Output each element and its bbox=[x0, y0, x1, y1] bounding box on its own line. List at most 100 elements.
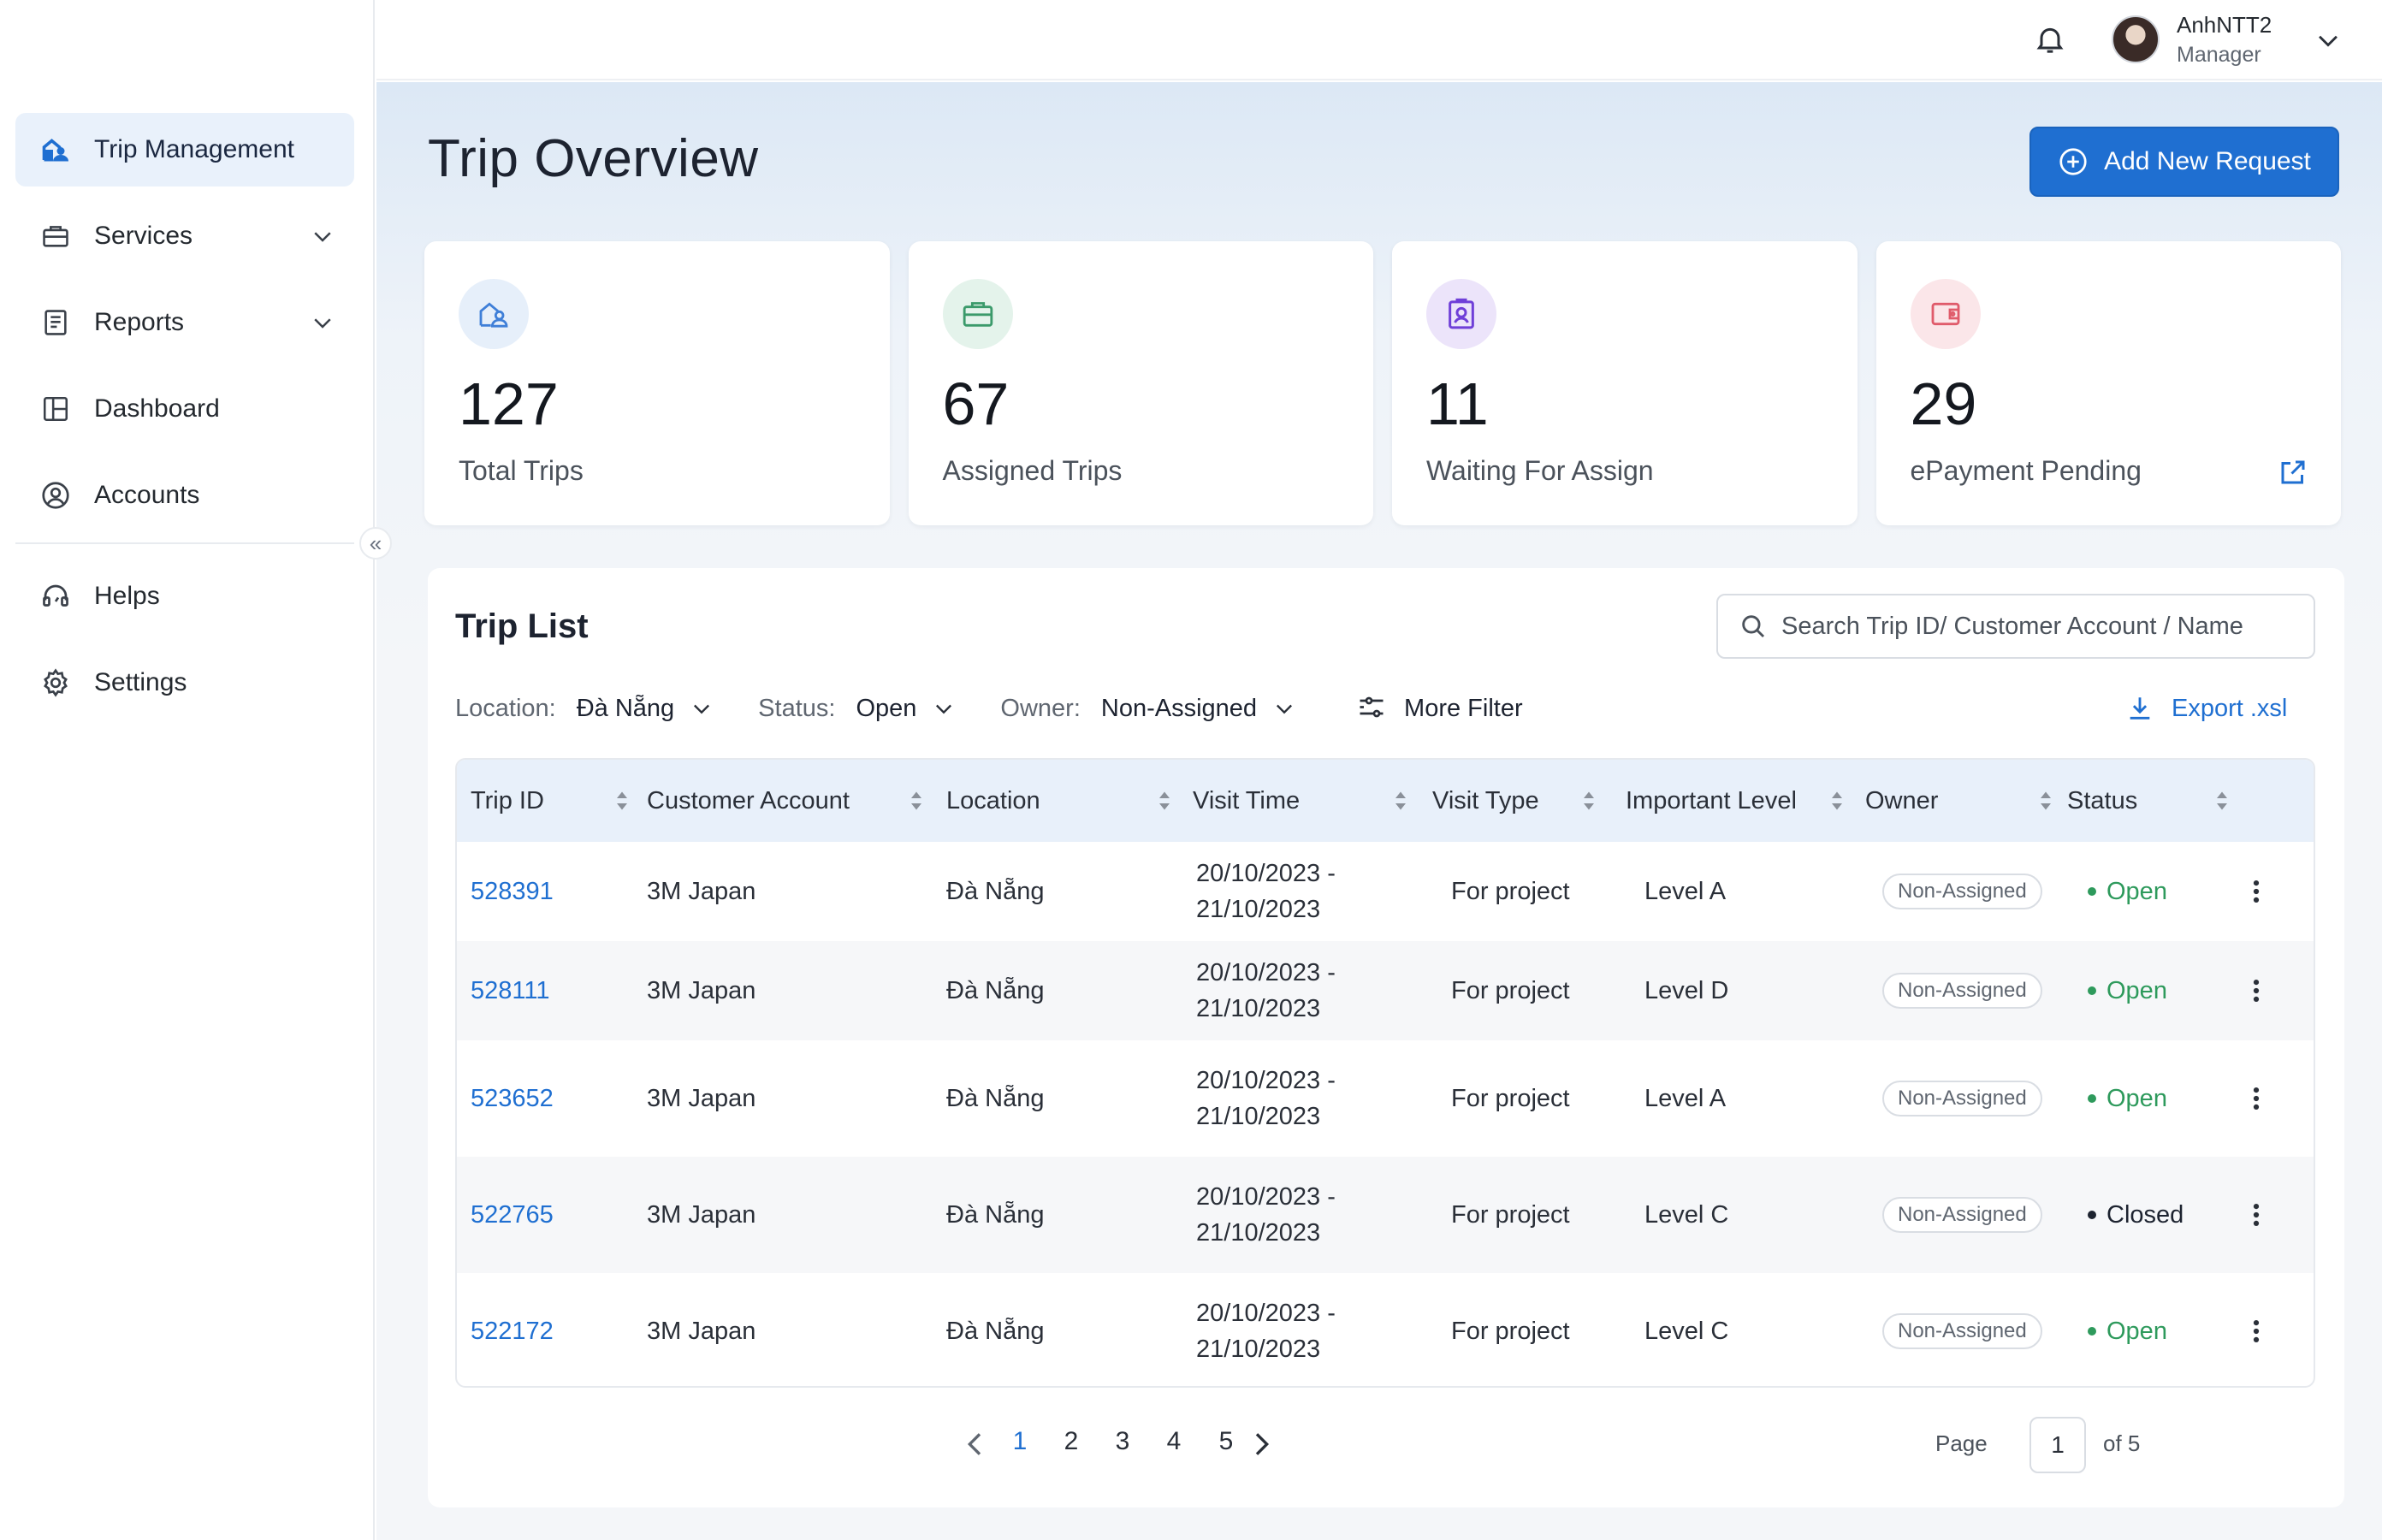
more-vertical-icon[interactable] bbox=[2252, 877, 2261, 906]
more-vertical-icon[interactable] bbox=[2252, 1317, 2261, 1346]
location-cell: Đà Nẵng bbox=[946, 1084, 1045, 1112]
column-header[interactable]: Visit Type bbox=[1432, 786, 1539, 814]
page-button-2[interactable]: 2 bbox=[1064, 1427, 1079, 1455]
page-button-1[interactable]: 1 bbox=[1012, 1427, 1028, 1455]
column-header[interactable]: Trip ID bbox=[471, 786, 544, 814]
visit-time-from: 20/10/2023 - bbox=[1196, 860, 1336, 887]
gear-icon bbox=[39, 666, 72, 699]
sidebar-item-label: Reports bbox=[94, 308, 185, 336]
chevron-down-icon bbox=[694, 704, 710, 714]
avatar[interactable] bbox=[2112, 15, 2160, 63]
visit-time-cell: 20/10/2023 - 21/10/2023 bbox=[1196, 1273, 1336, 1386]
row-actions[interactable] bbox=[2252, 842, 2261, 941]
row-actions[interactable] bbox=[2252, 1040, 2261, 1157]
page-button-3[interactable]: 3 bbox=[1115, 1427, 1130, 1455]
sidebar-item-accounts[interactable]: Accounts bbox=[15, 459, 354, 532]
trip-list-title: Trip List bbox=[455, 607, 589, 645]
search-input[interactable] bbox=[1781, 612, 2295, 641]
sidebar-item-reports[interactable]: Reports bbox=[15, 286, 354, 359]
more-filter-button[interactable]: More Filter bbox=[1356, 693, 1523, 724]
visit-type-cell: For project bbox=[1451, 1084, 1570, 1112]
briefcase-icon bbox=[963, 302, 992, 327]
stat-badge bbox=[1910, 279, 1981, 349]
sidebar-item-trip-management[interactable]: Trip Management bbox=[15, 113, 354, 187]
more-filter-label: More Filter bbox=[1404, 694, 1523, 722]
column-header[interactable]: Owner bbox=[1865, 786, 1939, 814]
chevron-right-icon[interactable] bbox=[1244, 1427, 1278, 1461]
sort-icon[interactable] bbox=[1579, 788, 1598, 814]
bell-icon[interactable] bbox=[2033, 22, 2067, 56]
sort-icon[interactable] bbox=[1391, 788, 1410, 814]
status-badge: Closed bbox=[2088, 1157, 2184, 1273]
stat-card-waiting-for-assign[interactable]: 11 Waiting For Assign bbox=[1392, 241, 1858, 525]
table-row[interactable]: 528391 3M Japan Đà Nẵng 20/10/2023 - 21/10/2… bbox=[457, 842, 2314, 941]
page-button-5[interactable]: 5 bbox=[1218, 1427, 1234, 1455]
visit-type-cell: For project bbox=[1451, 1200, 1570, 1229]
stat-card-epayment-pending[interactable]: 29 ePayment Pending bbox=[1875, 241, 2341, 525]
more-vertical-icon[interactable] bbox=[2252, 976, 2261, 1005]
table-header: Trip ID Customer Account Location Visit Tim… bbox=[457, 760, 2314, 842]
column-header[interactable]: Customer Account bbox=[647, 786, 850, 814]
sort-icon[interactable] bbox=[907, 788, 926, 814]
sort-icon[interactable] bbox=[2213, 788, 2231, 814]
sort-icon[interactable] bbox=[613, 788, 631, 814]
column-header[interactable]: Location bbox=[946, 786, 1040, 814]
page-button-4[interactable]: 4 bbox=[1166, 1427, 1182, 1455]
filter-owner[interactable]: Owner: Non-Assigned bbox=[1000, 695, 1296, 723]
chevron-down-icon bbox=[1277, 704, 1293, 714]
chevron-down-icon[interactable] bbox=[310, 223, 335, 249]
filter-bar: Location: Đà Nẵng Status: Open Owner: No… bbox=[455, 688, 1523, 729]
sidebar-item-dashboard[interactable]: Dashboard bbox=[15, 372, 354, 446]
customer-account-cell: 3M Japan bbox=[647, 976, 756, 1004]
stat-card-assigned-trips[interactable]: 67 Assigned Trips bbox=[908, 241, 1373, 525]
more-vertical-icon[interactable] bbox=[2252, 1084, 2261, 1113]
user-name: AnhNTT2 bbox=[2177, 12, 2272, 38]
owner-cell: Non-Assigned bbox=[1882, 1040, 2042, 1157]
stat-card-total-trips[interactable]: 127 Total Trips bbox=[424, 241, 890, 525]
page-number-input[interactable]: 1 bbox=[2029, 1417, 2086, 1473]
table-row[interactable]: 522765 3M Japan Đà Nẵng 20/10/2023 - 21/10/2… bbox=[457, 1157, 2314, 1273]
trip-id-link[interactable]: 522172 bbox=[471, 1317, 554, 1345]
sidebar-item-helps[interactable]: Helps bbox=[15, 560, 354, 633]
visit-time-to: 21/10/2023 bbox=[1196, 1103, 1321, 1130]
visit-type-cell: For project bbox=[1451, 976, 1570, 1004]
add-new-request-button[interactable]: Add New Request bbox=[2029, 127, 2339, 197]
sidebar-nav: Trip Management Services Reports Dashboa… bbox=[15, 113, 354, 545]
chevron-down-icon[interactable] bbox=[2314, 26, 2343, 55]
export-button[interactable]: Export .xsl bbox=[2125, 688, 2287, 729]
filter-status[interactable]: Status: Open bbox=[758, 695, 956, 723]
table-row[interactable]: 522172 3M Japan Đà Nẵng 20/10/2023 - 21/10/2… bbox=[457, 1273, 2314, 1386]
id-badge-icon bbox=[1449, 298, 1474, 329]
table-row[interactable]: 528111 3M Japan Đà Nẵng 20/10/2023 - 21/10/2… bbox=[457, 941, 2314, 1040]
owner-tag: Non-Assigned bbox=[1882, 973, 2042, 1009]
sidebar-item-services[interactable]: Services bbox=[15, 199, 354, 273]
filter-location[interactable]: Location: Đà Nẵng bbox=[455, 695, 714, 723]
chevron-down-icon[interactable] bbox=[310, 310, 335, 335]
chevron-left-icon[interactable] bbox=[958, 1427, 992, 1461]
sort-icon[interactable] bbox=[2036, 788, 2055, 814]
sidebar-item-label: Helps bbox=[94, 582, 160, 610]
row-actions[interactable] bbox=[2252, 941, 2261, 1040]
search-box[interactable] bbox=[1716, 594, 2315, 659]
trip-table: Trip ID Customer Account Location Visit Tim… bbox=[455, 758, 2315, 1388]
sidebar-item-settings[interactable]: Settings bbox=[15, 646, 354, 720]
column-header[interactable]: Important Level bbox=[1626, 786, 1797, 814]
dashboard-icon bbox=[39, 393, 72, 425]
row-actions[interactable] bbox=[2252, 1157, 2261, 1273]
trip-id-link[interactable]: 522765 bbox=[471, 1200, 554, 1229]
trip-id-link[interactable]: 528111 bbox=[471, 976, 550, 1004]
column-header[interactable]: Visit Time bbox=[1193, 786, 1301, 814]
trip-id-link[interactable]: 528391 bbox=[471, 877, 554, 905]
row-actions[interactable] bbox=[2252, 1273, 2261, 1386]
column-header[interactable]: Status bbox=[2067, 786, 2138, 814]
stat-label: Total Trips bbox=[459, 455, 584, 486]
external-link-icon[interactable] bbox=[2278, 457, 2308, 488]
sort-icon[interactable] bbox=[1828, 788, 1846, 814]
table-row[interactable]: 523652 3M Japan Đà Nẵng 20/10/2023 - 21/10/2… bbox=[457, 1040, 2314, 1157]
trip-id-link[interactable]: 523652 bbox=[471, 1084, 554, 1112]
sidebar-collapse-button[interactable]: « bbox=[359, 527, 392, 560]
important-level-cell: Level C bbox=[1644, 1200, 1729, 1229]
more-vertical-icon[interactable] bbox=[2252, 1200, 2261, 1229]
stat-value: 127 bbox=[459, 370, 559, 437]
sort-icon[interactable] bbox=[1155, 788, 1174, 814]
